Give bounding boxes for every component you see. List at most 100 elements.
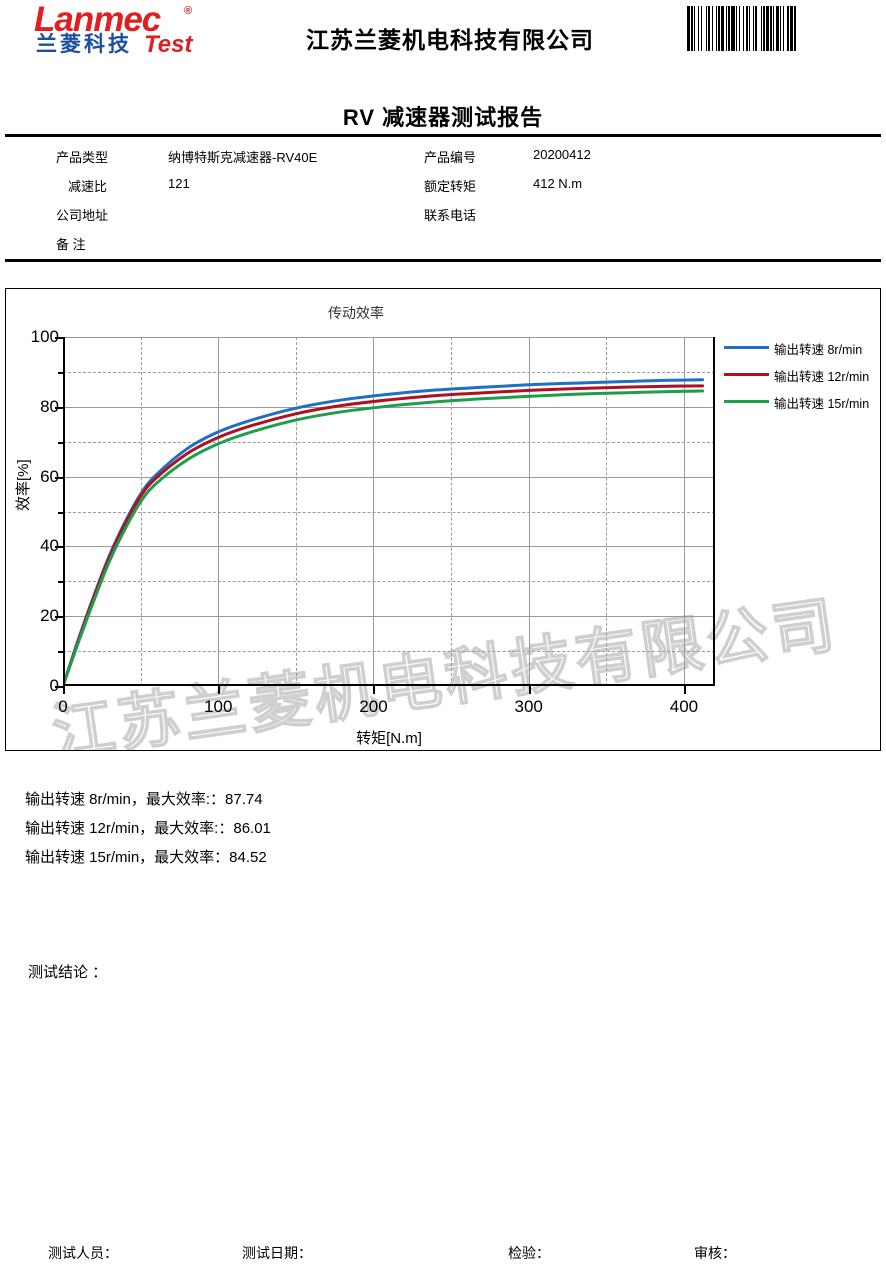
footer-field-tester: 测试人员： <box>48 1245 118 1261</box>
y-tick <box>55 686 63 688</box>
registered-trademark-icon: ® <box>184 5 193 17</box>
logo-wordmark: Lanmec <box>34 0 161 39</box>
gridline-horizontal-minor <box>63 651 715 653</box>
y-tick <box>55 476 63 479</box>
legend-color-swatch <box>724 373 769 376</box>
y-tick-label: 100 <box>30 327 59 346</box>
chart-series-line <box>63 389 705 686</box>
field-label-product-number: 产品编号 <box>424 150 477 165</box>
legend-color-swatch <box>724 400 769 403</box>
result-line: 输出转速 12r/min，最大效率:：86.01 <box>25 820 271 837</box>
legend-label: 输出转速 15r/min <box>774 397 870 411</box>
y-tick-label: 20 <box>40 606 59 626</box>
legend-item: 输出转速 12r/min <box>724 366 880 393</box>
gridline-vertical-minor <box>295 337 297 686</box>
gridline-vertical-minor <box>606 337 608 686</box>
chart-plot-area: 0 20 40 60 80 100 0 100 200 300 400 <box>31 327 715 716</box>
field-value-reduction-ratio: 121 <box>168 176 190 191</box>
x-tick-label: 100 <box>204 697 233 716</box>
max-efficiency-results: 输出转速 8r/min，最大效率:：87.74 输出转速 12r/min，最大效率… <box>25 785 271 872</box>
legend-label: 输出转速 8r/min <box>774 343 863 357</box>
footer-field-test-date: 测试日期： <box>242 1245 312 1261</box>
y-tick <box>55 406 63 409</box>
chart-x-axis-label: 转矩[N.m] <box>356 730 422 747</box>
divider-top <box>5 134 881 137</box>
table-row: 公司地址 联系电话 <box>0 205 886 234</box>
y-tick-label: 60 <box>40 466 59 486</box>
chart-title: 传动效率 <box>328 305 384 321</box>
company-logo: Lanmec ® 兰菱科技 Test <box>34 0 212 60</box>
gridline-vertical <box>218 337 220 686</box>
x-tick <box>373 686 376 694</box>
legend-item: 输出转速 8r/min <box>724 339 880 366</box>
gridline-vertical <box>683 337 685 686</box>
result-line: 输出转速 8r/min，最大效率:：87.74 <box>25 791 263 808</box>
barcode-icon <box>687 6 796 51</box>
gridline-vertical <box>373 337 375 686</box>
legend-color-swatch <box>724 346 769 349</box>
table-row: 减速比 121 额定转矩 412 N.m <box>0 176 886 205</box>
x-tick <box>63 686 65 694</box>
legend-label: 输出转速 12r/min <box>774 370 870 384</box>
company-title: 江苏兰菱机电科技有限公司 <box>306 27 594 53</box>
x-tick <box>683 686 686 694</box>
gridline-horizontal-minor <box>63 581 715 583</box>
product-info-table: 产品类型 纳博特斯克减速器-RV40E 产品编号 20200412 减速比 12… <box>0 140 886 258</box>
chart-curves <box>63 378 705 686</box>
field-label-company-address: 公司地址 <box>56 208 109 223</box>
y-tick-minor <box>58 581 63 584</box>
x-tick-label: 400 <box>669 697 699 716</box>
y-tick-label: 80 <box>40 396 59 416</box>
chart-legend: 输出转速 8r/min 输出转速 12r/min 输出转速 15r/min <box>724 339 880 420</box>
y-tick <box>55 337 63 339</box>
table-row: 备 注 <box>0 234 886 263</box>
result-line: 输出转速 15r/min，最大效率：84.52 <box>25 849 267 866</box>
field-label-rated-torque: 额定转矩 <box>424 179 477 194</box>
y-tick-minor <box>58 371 63 374</box>
y-tick-minor <box>58 511 63 514</box>
field-label-remark: 备 注 <box>56 237 86 252</box>
field-value-product-type: 纳博特斯克减速器-RV40E <box>168 150 318 165</box>
x-tick-label: 200 <box>359 697 388 716</box>
gridline-horizontal-minor <box>63 441 715 443</box>
x-tick <box>218 686 221 694</box>
gridline-horizontal <box>63 546 715 548</box>
logo-chinese-name: 兰菱科技 <box>36 33 132 56</box>
logo-test-word: Test <box>144 31 193 58</box>
gridline-horizontal <box>63 616 715 618</box>
x-tick-label: 300 <box>514 697 543 716</box>
field-label-contact-phone: 联系电话 <box>424 208 477 223</box>
x-tick-label: 0 <box>58 697 68 716</box>
page-title: RV 减速器测试报告 <box>342 105 544 130</box>
chart-axes-frame <box>63 337 715 686</box>
page-header: Lanmec ® 兰菱科技 Test 江苏兰菱机电科技有限公司 <box>0 0 886 88</box>
y-tick <box>55 546 63 549</box>
divider-bottom <box>5 259 881 262</box>
y-tick-minor <box>58 651 63 654</box>
field-label-reduction-ratio: 减速比 <box>68 179 108 194</box>
test-conclusion-label: 测试结论 ： <box>28 964 108 981</box>
y-tick-label: 40 <box>40 536 59 556</box>
y-tick-label: 0 <box>49 676 59 695</box>
gridline-vertical-minor <box>451 337 453 686</box>
signature-footer: 测试人员： 测试日期： 检验： 审核： <box>0 1243 886 1267</box>
field-value-product-number: 20200412 <box>533 147 591 162</box>
legend-item: 输出转速 15r/min <box>724 393 880 420</box>
field-value-rated-torque: 412 N.m <box>533 176 583 191</box>
gridline-vertical-minor <box>140 337 142 686</box>
gridline-horizontal-minor <box>63 371 715 373</box>
chart-series-line <box>63 384 705 686</box>
y-tick <box>55 616 63 619</box>
table-row: 产品类型 纳博特斯克减速器-RV40E 产品编号 20200412 <box>0 147 886 176</box>
gridline-vertical <box>528 337 530 686</box>
chart-y-axis-label: 效率[%] <box>15 459 32 511</box>
gridline-horizontal <box>63 337 715 338</box>
footer-field-approver: 审核： <box>694 1245 736 1261</box>
gridline-horizontal <box>63 476 715 478</box>
x-tick <box>528 686 531 694</box>
field-label-product-type: 产品类型 <box>56 150 109 165</box>
footer-field-inspector: 检验： <box>508 1245 550 1261</box>
efficiency-chart: 传动效率 江苏兰菱机电科技有限公司 0 20 40 60 80 100 0 100 200 300… <box>5 288 881 751</box>
gridline-horizontal-minor <box>63 511 715 513</box>
